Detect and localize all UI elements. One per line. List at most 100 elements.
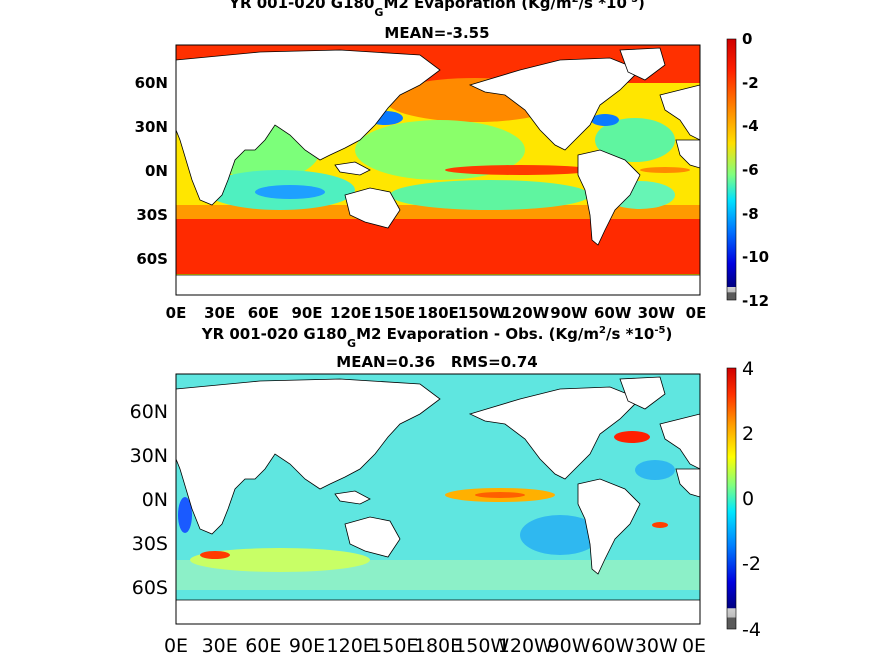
x-tick-label: 30W [635, 635, 678, 656]
land-south-america [577, 149, 641, 246]
panel-bottom-wa [178, 497, 192, 533]
panel-top-colorbar: 0 -2 -4 -6 -8 -10 -12 [726, 30, 769, 310]
panel-top-natl [595, 118, 675, 162]
colorbar-tick-label: 4 [742, 358, 754, 380]
panel-bottom-colorbar-bar [726, 367, 737, 630]
x-tick-label: 180E [414, 635, 462, 656]
land-africa-west-bulge [675, 139, 701, 169]
panel-bottom-sh-pac [520, 515, 600, 555]
x-tick-label: 60E [245, 635, 281, 656]
y-tick-label: 0N [145, 162, 168, 180]
panel-bottom-x-ticks: 0E 30E 60E 90E 120E 150E 180E 150W 120W … [164, 635, 706, 656]
x-tick-label: 120W [501, 304, 549, 322]
panel-top-atl-tongue [640, 167, 690, 173]
x-tick-label: 30E [202, 635, 238, 656]
x-tick-label: 90W [550, 304, 588, 322]
land-eurasia-africa-left [175, 49, 441, 206]
x-tick-label: 150E [374, 304, 416, 322]
colorbar-tick-label: 0 [742, 30, 752, 48]
x-tick-label: 60W [591, 635, 634, 656]
panel-top-y-ticks: 60N 30N 0N 30S 60S [135, 74, 168, 268]
x-tick-label: 90E [291, 304, 322, 322]
panel-top-gulfstream [591, 114, 619, 126]
panel-top-colorbar-bar [726, 38, 737, 301]
x-tick-label: 30W [638, 304, 676, 322]
y-tick-label: 30N [135, 118, 168, 136]
land-antarctica [175, 274, 701, 296]
panel-top-wpac [355, 120, 525, 180]
x-tick-label: 120E [330, 304, 372, 322]
x-tick-label: 180E [417, 304, 459, 322]
land-greenland [619, 47, 666, 81]
x-tick-label: 150W [458, 304, 506, 322]
panel-top-map [175, 44, 701, 296]
x-tick-label: 60E [248, 304, 279, 322]
colorbar-tick-label: -4 [742, 619, 761, 641]
x-tick-label: 0E [682, 635, 706, 656]
land-greenland [619, 376, 666, 410]
colorbar-tick-label: -2 [742, 553, 761, 575]
y-tick-label: 60N [130, 401, 168, 423]
y-tick-label: 0N [142, 489, 168, 511]
x-tick-label: 150W [454, 635, 509, 656]
x-tick-label: 0E [166, 304, 187, 322]
land-south-america [577, 478, 641, 575]
x-tick-label: 90E [289, 635, 325, 656]
panel-bottom-natl [635, 460, 675, 480]
colorbar-tick-label: -10 [742, 248, 769, 266]
land-eurasia-africa-left [175, 378, 441, 535]
colorbar-tick-label: -12 [742, 292, 769, 310]
panel-top-x-ticks: 0E 30E 60E 90E 120E 150E 180E 150W 120W … [166, 304, 707, 322]
x-tick-label: 0E [686, 304, 707, 322]
land-australia [344, 516, 401, 558]
panel-bottom-colorbar-ticks: 4 2 0 -2 -4 [742, 358, 761, 641]
x-tick-label: 30E [204, 304, 235, 322]
y-tick-label: 60N [135, 74, 168, 92]
panel-top-map-frame [175, 44, 701, 296]
colorbar-tick-label: -2 [742, 74, 759, 92]
panel-top-title: YR 001-020 G180GM2 Evaporation (Kg/m2/s … [228, 0, 645, 19]
panel-bottom: YR 001-020 G180GM2 Evaporation - Obs. (K… [130, 325, 761, 656]
panel-bottom-y-ticks: 60N 30N 0N 30S 60S [130, 401, 168, 599]
land-indonesia [334, 161, 371, 176]
land-africa-west-bulge [675, 468, 701, 498]
land-north-america [468, 386, 641, 480]
panel-bottom-io-band [190, 548, 370, 572]
panel-bottom-land [175, 376, 701, 625]
x-tick-label: 150E [370, 635, 418, 656]
panel-bottom-satl [652, 522, 668, 528]
colorbar-tick-label: -8 [742, 205, 759, 223]
panel-bottom-stats: MEAN=0.36 RMS=0.74 [336, 353, 537, 371]
panel-bottom-map [175, 373, 701, 625]
land-antarctica [175, 599, 701, 625]
panel-bottom-map-frame [175, 373, 701, 625]
colorbar-tick-label: -4 [742, 117, 759, 135]
x-tick-label: 90W [548, 635, 591, 656]
panel-top: YR 001-020 G180GM2 Evaporation (Kg/m2/s … [135, 0, 770, 322]
y-tick-label: 30S [136, 206, 168, 224]
y-tick-label: 60S [136, 250, 168, 268]
panel-top-colorbar-ticks: 0 -2 -4 -6 -8 -10 -12 [742, 30, 769, 310]
panel-bottom-colorbar: 4 2 0 -2 -4 [726, 358, 761, 641]
panel-bottom-agulhas [200, 551, 230, 559]
colorbar-tick-label: 0 [742, 488, 754, 510]
x-tick-label: 120W [498, 635, 553, 656]
panel-bottom-eq-pac-core [475, 492, 525, 498]
panel-top-spac [390, 180, 590, 210]
land-indonesia [334, 490, 371, 505]
y-tick-label: 30N [130, 445, 168, 467]
panel-top-sio-core [255, 185, 325, 199]
y-tick-label: 30S [132, 533, 168, 555]
panel-top-cold-tongue [445, 165, 595, 175]
land-australia [344, 187, 401, 229]
colorbar-tick-label: 2 [742, 423, 754, 445]
y-tick-label: 60S [132, 577, 168, 599]
panel-bottom-gulfstream [614, 431, 650, 443]
panel-bottom-title: YR 001-020 G180GM2 Evaporation - Obs. (K… [201, 325, 673, 350]
panel-top-south-belt [176, 218, 700, 274]
x-tick-label: 0E [164, 635, 188, 656]
colorbar-tick-label: -6 [742, 161, 759, 179]
land-north-america [468, 57, 641, 151]
panel-top-mean: MEAN=-3.55 [384, 24, 489, 42]
